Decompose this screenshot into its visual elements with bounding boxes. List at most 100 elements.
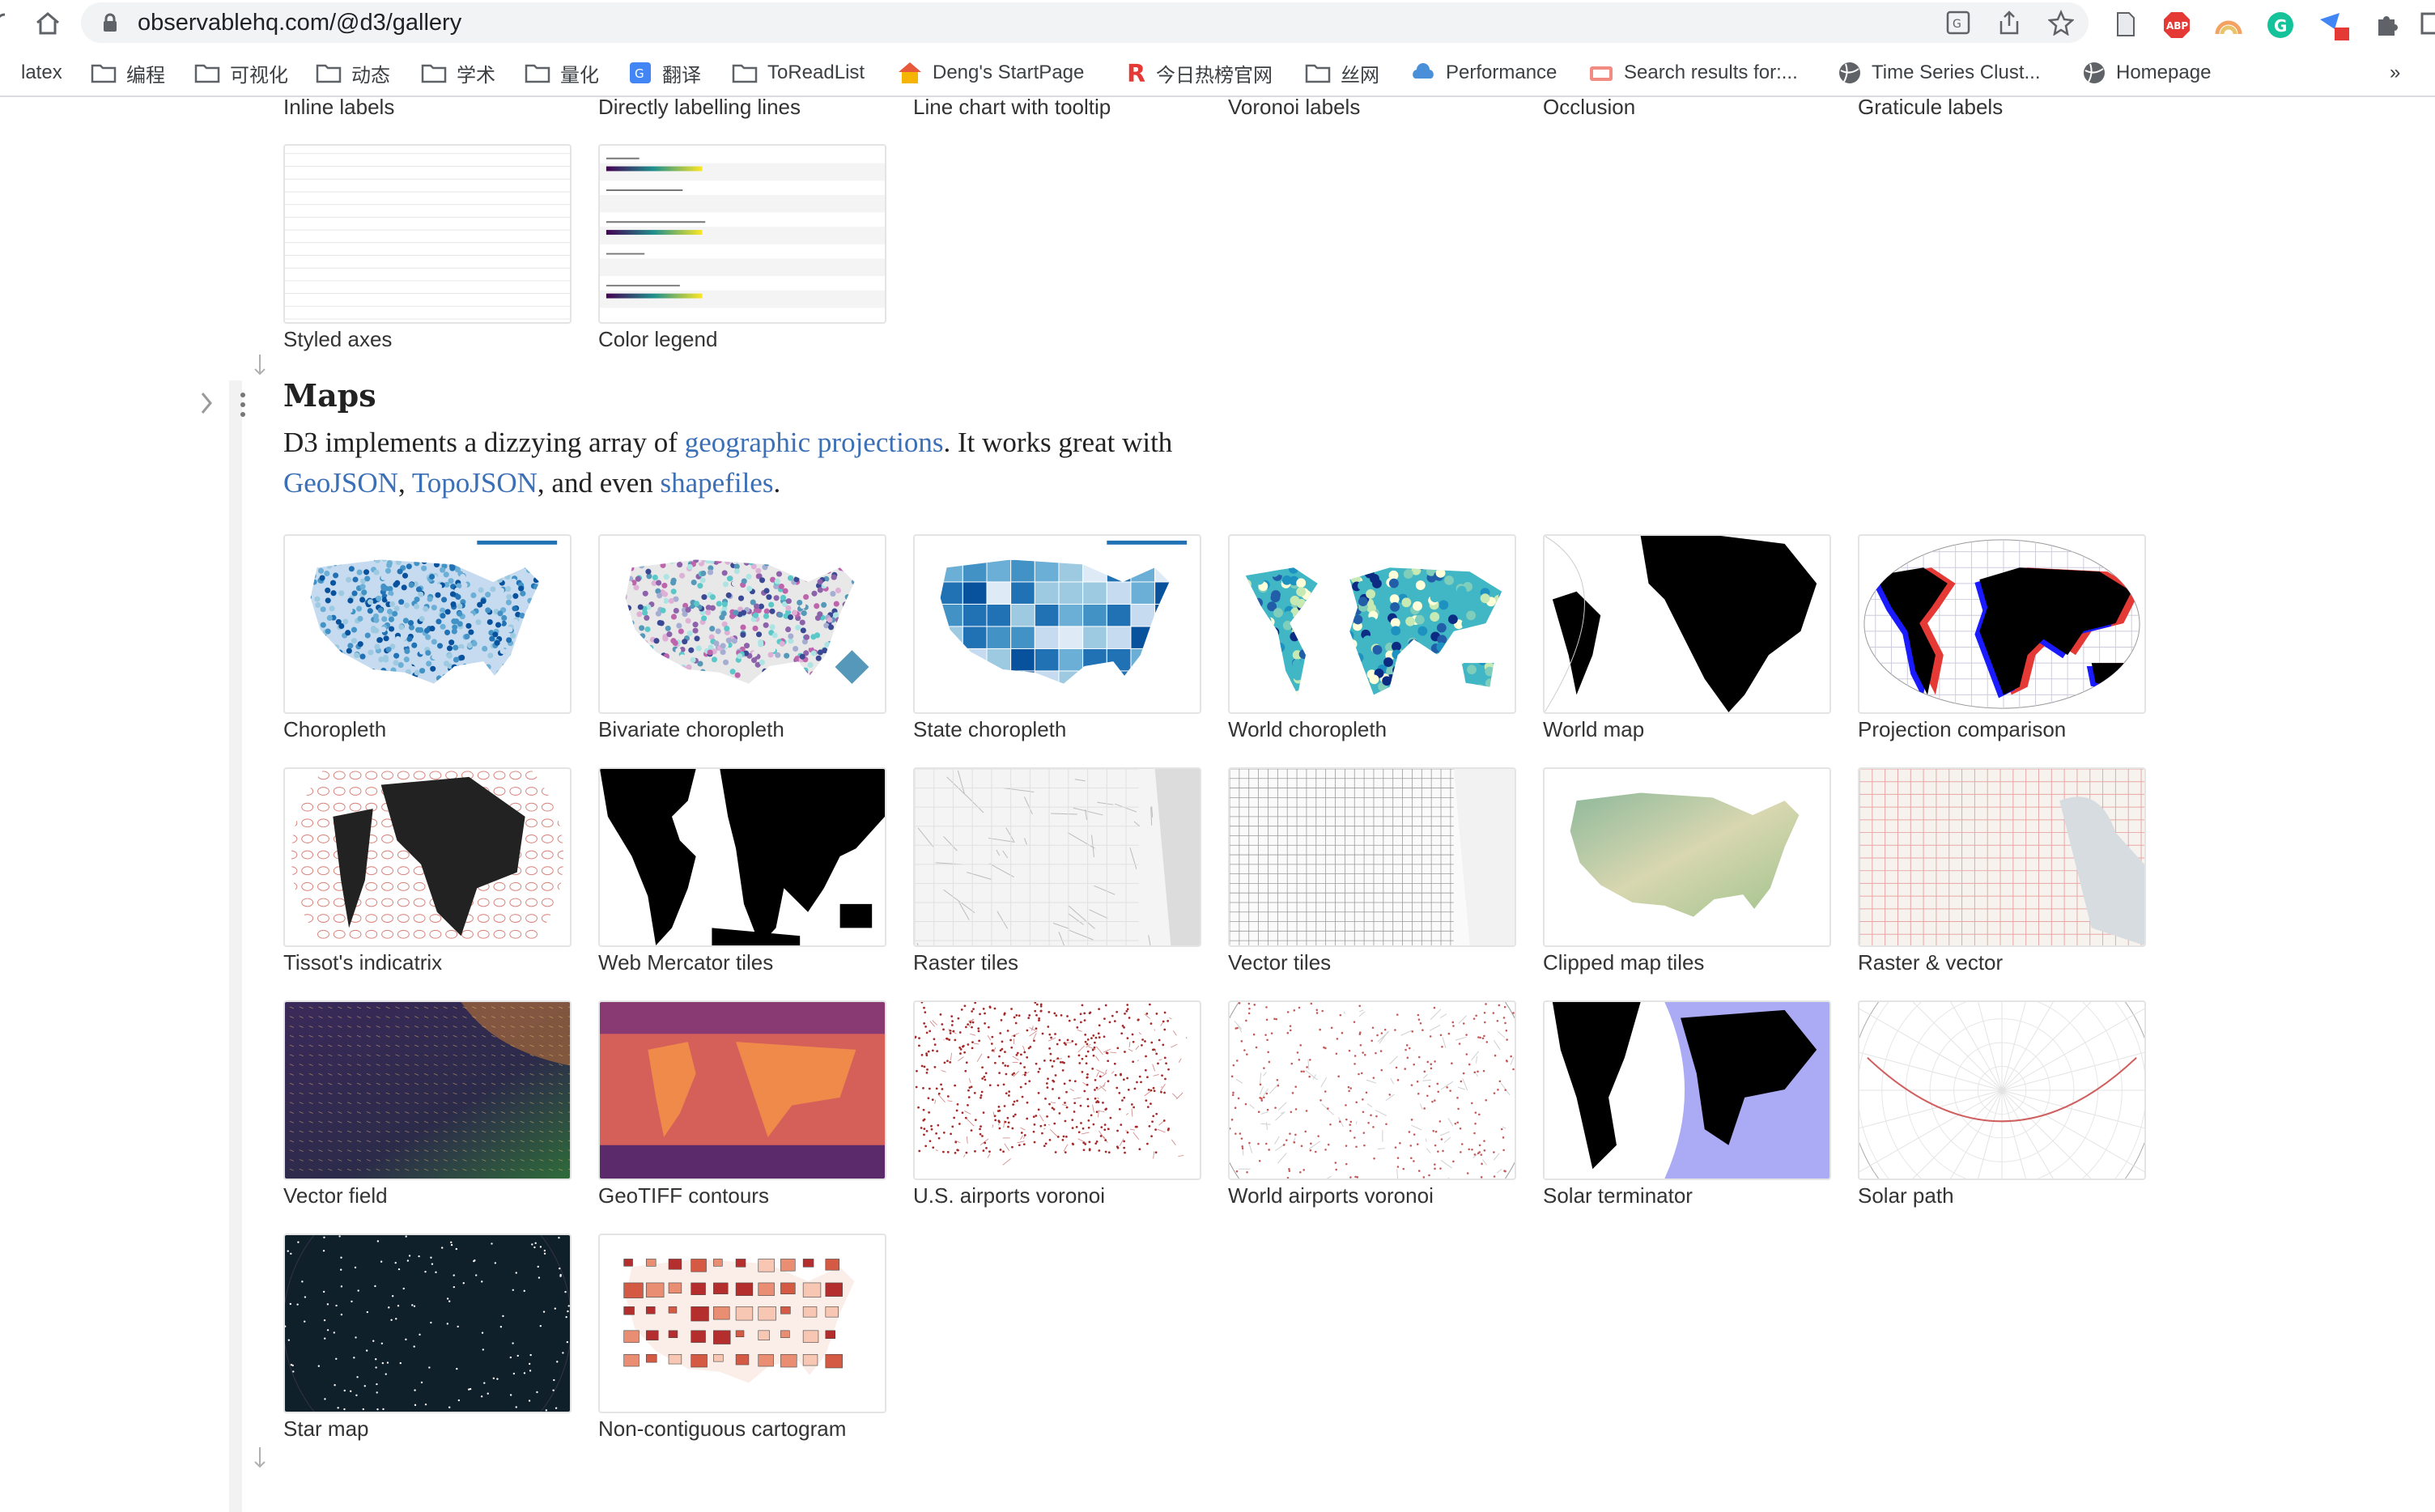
folder-icon (421, 64, 447, 83)
gallery-thumbnail[interactable] (1858, 534, 2146, 714)
gallery-item-label[interactable]: Voronoi labels (1228, 95, 1361, 119)
gallery-thumbnail[interactable] (1228, 1000, 1516, 1180)
gallery-item-label[interactable]: World map (1543, 717, 1645, 741)
gallery-thumbnail[interactable] (1543, 534, 1831, 714)
gallery-item-label[interactable]: Clipped map tiles (1543, 950, 1705, 975)
gallery-thumbnail[interactable] (1543, 1000, 1831, 1180)
gallery-thumbnail[interactable] (283, 767, 572, 947)
bookmark-label: Deng's StartPage (933, 62, 1085, 83)
lock-icon[interactable] (102, 13, 118, 32)
gallery-thumbnail[interactable] (598, 1234, 886, 1413)
bookmark-item[interactable]: Deng's StartPage (897, 60, 1084, 86)
gallery-item-label[interactable]: Tissot's indicatrix (283, 950, 443, 975)
thumbnail-image (940, 540, 1188, 684)
gallery-item-label[interactable]: Vector field (283, 1183, 388, 1208)
geojson-link[interactable]: GeoJSON (283, 467, 398, 499)
bookmark-star-icon[interactable] (2048, 10, 2074, 36)
thumbnail-image (310, 540, 558, 684)
bookmark-label: 可视化 (230, 64, 288, 87)
gallery-item-label[interactable]: Line chart with tooltip (913, 95, 1111, 119)
gallery-thumbnail[interactable] (598, 767, 886, 947)
bookmark-item[interactable]: 编程 (91, 60, 165, 87)
svg-text:R: R (1127, 61, 1145, 85)
gallery-thumbnail[interactable] (1228, 534, 1516, 714)
window-menu-icon[interactable] (2420, 11, 2435, 36)
bookmark-item[interactable]: Search results for:... (1588, 60, 1798, 86)
shapefiles-link[interactable]: shapefiles (660, 467, 774, 499)
gallery-thumbnail[interactable] (1228, 767, 1516, 947)
gallery-item-label[interactable]: Color legend (598, 327, 718, 351)
bookmark-item[interactable]: Performance (1410, 60, 1557, 86)
bookmark-item[interactable]: G 翻译 (628, 60, 701, 87)
topojson-link[interactable]: TopoJSON (411, 467, 538, 499)
gallery-item-label[interactable]: Bivariate choropleth (598, 717, 784, 741)
gallery-item-label[interactable]: World choropleth (1228, 717, 1387, 741)
cast-extension-icon[interactable] (2318, 11, 2351, 42)
bookmark-label: 丝网 (1341, 64, 1379, 87)
gallery-thumbnail[interactable] (598, 1000, 886, 1180)
gallery-thumbnail[interactable] (913, 534, 1201, 714)
gallery-thumbnail[interactable] (283, 1234, 572, 1413)
bookmark-item[interactable]: R 今日热榜官网 (1125, 60, 1273, 87)
geographic-projections-link[interactable]: geographic projections (684, 427, 944, 458)
reload-icon[interactable] (0, 11, 10, 34)
gallery-item-label[interactable]: Solar path (1858, 1183, 1954, 1208)
gallery-thumbnail[interactable] (913, 767, 1201, 947)
bookmark-item[interactable]: 丝网 (1305, 60, 1379, 87)
adblock-icon[interactable]: ABP (2163, 11, 2191, 39)
gallery-item-label[interactable]: Occlusion (1543, 95, 1636, 119)
gallery-item-label[interactable]: Solar terminator (1543, 1183, 1693, 1208)
gallery-thumbnail[interactable] (598, 144, 886, 324)
gallery-item-label[interactable]: Star map (283, 1416, 369, 1441)
gallery-item-label[interactable]: Web Mercator tiles (598, 950, 774, 975)
bookmarks-overflow-button[interactable]: » (2390, 62, 2401, 83)
gallery-item-label[interactable]: Directly labelling lines (598, 95, 801, 119)
bookmark-item[interactable]: Homepage (2082, 60, 2211, 86)
gallery-thumbnail[interactable] (1543, 767, 1831, 947)
gallery-thumbnail[interactable] (1858, 767, 2146, 947)
gallery-item-label[interactable]: Inline labels (283, 95, 395, 119)
url-text[interactable]: observablehq.com/@d3/gallery (138, 10, 462, 36)
bookmark-label: 今日热榜官网 (1156, 64, 1273, 87)
bookmark-item[interactable]: 可视化 (194, 60, 288, 87)
rainbow-extension-icon[interactable] (2215, 11, 2242, 39)
gallery-thumbnail[interactable] (598, 534, 886, 714)
gallery-thumbnail[interactable] (283, 534, 572, 714)
extensions-puzzle-icon[interactable] (2373, 11, 2399, 37)
translate-page-icon[interactable]: G (1946, 11, 1970, 35)
bookmark-item[interactable]: ToReadList (732, 60, 865, 86)
gallery-thumbnail[interactable] (283, 1000, 572, 1180)
gallery-item-label[interactable]: Raster & vector (1858, 950, 2004, 975)
gallery-item-label[interactable]: Projection comparison (1858, 717, 2067, 741)
gallery-item-label[interactable]: Vector tiles (1228, 950, 1332, 975)
gallery-thumbnail[interactable] (1858, 1000, 2146, 1180)
gallery-thumbnail[interactable] (283, 144, 572, 324)
gallery-item-label[interactable]: GeoTIFF contours (598, 1183, 769, 1208)
expand-chevron-icon[interactable] (198, 390, 215, 416)
bookmark-item[interactable]: 量化 (525, 60, 599, 87)
gallery-item-label[interactable]: World airports voronoi (1228, 1183, 1434, 1208)
bookmark-item[interactable]: 动态 (316, 60, 390, 87)
gallery-item-label[interactable]: Graticule labels (1858, 95, 2004, 119)
gallery-item-label[interactable]: Styled axes (283, 327, 393, 351)
document-icon[interactable] (2114, 11, 2137, 37)
bookmark-label: 量化 (560, 64, 599, 87)
gallery-thumbnail[interactable] (913, 1000, 1201, 1180)
gallery-item-label[interactable]: Choropleth (283, 717, 387, 741)
bookmark-item[interactable]: latex (21, 60, 62, 86)
thumbnail-image (285, 1002, 570, 1179)
cell-pin-icon[interactable] (253, 353, 267, 377)
gallery-item-label[interactable]: State choropleth (913, 717, 1067, 741)
gallery-item-label[interactable]: Non-contiguous cartogram (598, 1416, 847, 1441)
bookmark-item[interactable]: 学术 (421, 60, 495, 87)
gallery-item-label[interactable]: U.S. airports voronoi (913, 1183, 1105, 1208)
share-icon[interactable] (1998, 10, 2021, 36)
home-icon[interactable] (34, 11, 62, 36)
thumbnail-image (1245, 567, 1502, 695)
cell-pin-icon[interactable] (253, 1446, 267, 1470)
grammarly-icon[interactable]: G (2267, 11, 2294, 39)
gallery-item-label[interactable]: Raster tiles (913, 950, 1019, 975)
cell-menu-icon[interactable] (236, 390, 249, 419)
address-bar[interactable]: observablehq.com/@d3/gallery G (81, 2, 2089, 43)
bookmark-item[interactable]: Time Series Clust... (1838, 60, 2041, 86)
